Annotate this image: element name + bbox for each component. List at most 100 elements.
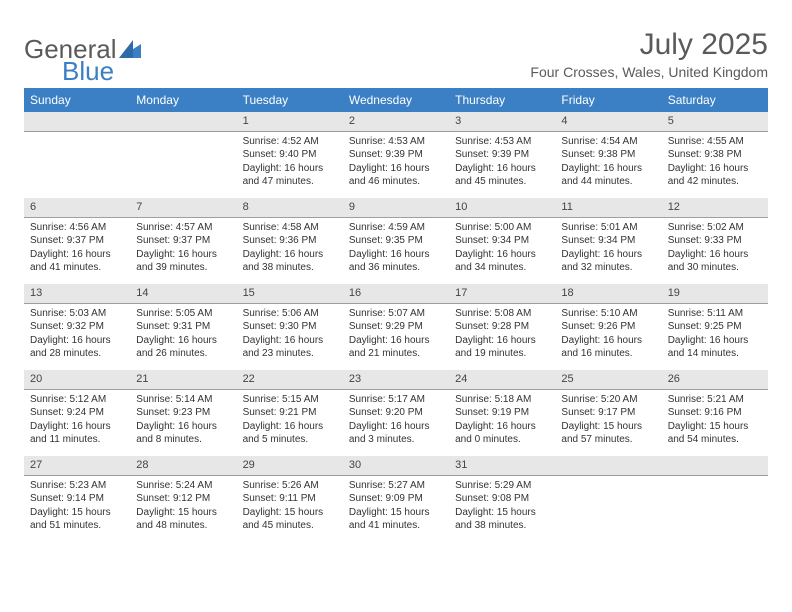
- sunset-text: Sunset: 9:35 PM: [349, 234, 443, 248]
- day-number: 18: [555, 284, 661, 304]
- day-number: 2: [343, 112, 449, 132]
- sunrise-text: Sunrise: 5:03 AM: [30, 307, 124, 321]
- calendar-day-cell: 11Sunrise: 5:01 AMSunset: 9:34 PMDayligh…: [555, 198, 661, 284]
- daylight-text: Daylight: 15 hours and 48 minutes.: [136, 506, 230, 533]
- day-details: Sunrise: 5:15 AMSunset: 9:21 PMDaylight:…: [237, 390, 343, 451]
- sunrise-text: Sunrise: 5:14 AM: [136, 393, 230, 407]
- day-details: Sunrise: 5:08 AMSunset: 9:28 PMDaylight:…: [449, 304, 555, 365]
- calendar-day-cell: 21Sunrise: 5:14 AMSunset: 9:23 PMDayligh…: [130, 370, 236, 456]
- calendar-day-cell: 20Sunrise: 5:12 AMSunset: 9:24 PMDayligh…: [24, 370, 130, 456]
- calendar-week-row: 27Sunrise: 5:23 AMSunset: 9:14 PMDayligh…: [24, 456, 768, 542]
- day-details: Sunrise: 4:53 AMSunset: 9:39 PMDaylight:…: [449, 132, 555, 193]
- sunrise-text: Sunrise: 5:20 AM: [561, 393, 655, 407]
- sunrise-text: Sunrise: 4:55 AM: [668, 135, 762, 149]
- calendar-week-row: 20Sunrise: 5:12 AMSunset: 9:24 PMDayligh…: [24, 370, 768, 456]
- month-title: July 2025: [530, 28, 768, 62]
- sunset-text: Sunset: 9:26 PM: [561, 320, 655, 334]
- day-details: Sunrise: 5:26 AMSunset: 9:11 PMDaylight:…: [237, 476, 343, 537]
- daylight-text: Daylight: 16 hours and 36 minutes.: [349, 248, 443, 275]
- calendar-day-cell: 4Sunrise: 4:54 AMSunset: 9:38 PMDaylight…: [555, 112, 661, 198]
- header: General Blue July 2025 Four Crosses, Wal…: [24, 28, 768, 80]
- calendar-day-cell: 15Sunrise: 5:06 AMSunset: 9:30 PMDayligh…: [237, 284, 343, 370]
- day-details: [662, 476, 768, 532]
- sunrise-text: Sunrise: 5:26 AM: [243, 479, 337, 493]
- calendar-day-cell: 7Sunrise: 4:57 AMSunset: 9:37 PMDaylight…: [130, 198, 236, 284]
- day-number: 6: [24, 198, 130, 218]
- location: Four Crosses, Wales, United Kingdom: [530, 64, 768, 80]
- calendar-day-cell: 9Sunrise: 4:59 AMSunset: 9:35 PMDaylight…: [343, 198, 449, 284]
- daylight-text: Daylight: 15 hours and 57 minutes.: [561, 420, 655, 447]
- sunset-text: Sunset: 9:23 PM: [136, 406, 230, 420]
- calendar-day-cell: 22Sunrise: 5:15 AMSunset: 9:21 PMDayligh…: [237, 370, 343, 456]
- sunrise-text: Sunrise: 5:00 AM: [455, 221, 549, 235]
- daylight-text: Daylight: 16 hours and 41 minutes.: [30, 248, 124, 275]
- day-details: Sunrise: 5:21 AMSunset: 9:16 PMDaylight:…: [662, 390, 768, 451]
- daylight-text: Daylight: 16 hours and 38 minutes.: [243, 248, 337, 275]
- daylight-text: Daylight: 16 hours and 11 minutes.: [30, 420, 124, 447]
- day-details: [24, 132, 130, 188]
- day-number: 16: [343, 284, 449, 304]
- day-number: 26: [662, 370, 768, 390]
- daylight-text: Daylight: 16 hours and 3 minutes.: [349, 420, 443, 447]
- calendar-day-cell: 6Sunrise: 4:56 AMSunset: 9:37 PMDaylight…: [24, 198, 130, 284]
- sunrise-text: Sunrise: 5:21 AM: [668, 393, 762, 407]
- sunset-text: Sunset: 9:12 PM: [136, 492, 230, 506]
- sunrise-text: Sunrise: 5:27 AM: [349, 479, 443, 493]
- day-number: 14: [130, 284, 236, 304]
- sunset-text: Sunset: 9:19 PM: [455, 406, 549, 420]
- day-details: Sunrise: 5:05 AMSunset: 9:31 PMDaylight:…: [130, 304, 236, 365]
- sunrise-text: Sunrise: 4:58 AM: [243, 221, 337, 235]
- day-details: Sunrise: 4:58 AMSunset: 9:36 PMDaylight:…: [237, 218, 343, 279]
- day-number: 17: [449, 284, 555, 304]
- day-number: [662, 456, 768, 476]
- calendar-day-cell: 8Sunrise: 4:58 AMSunset: 9:36 PMDaylight…: [237, 198, 343, 284]
- sunset-text: Sunset: 9:37 PM: [30, 234, 124, 248]
- weekday-header: Tuesday: [237, 88, 343, 112]
- day-details: Sunrise: 4:52 AMSunset: 9:40 PMDaylight:…: [237, 132, 343, 193]
- day-details: [555, 476, 661, 532]
- day-details: Sunrise: 5:01 AMSunset: 9:34 PMDaylight:…: [555, 218, 661, 279]
- daylight-text: Daylight: 16 hours and 26 minutes.: [136, 334, 230, 361]
- daylight-text: Daylight: 15 hours and 41 minutes.: [349, 506, 443, 533]
- day-details: Sunrise: 5:11 AMSunset: 9:25 PMDaylight:…: [662, 304, 768, 365]
- calendar-day-cell: 26Sunrise: 5:21 AMSunset: 9:16 PMDayligh…: [662, 370, 768, 456]
- sunrise-text: Sunrise: 5:15 AM: [243, 393, 337, 407]
- calendar-day-cell: [555, 456, 661, 542]
- sunset-text: Sunset: 9:34 PM: [455, 234, 549, 248]
- sunrise-text: Sunrise: 5:01 AM: [561, 221, 655, 235]
- day-number: 13: [24, 284, 130, 304]
- day-number: 5: [662, 112, 768, 132]
- sunset-text: Sunset: 9:40 PM: [243, 148, 337, 162]
- weekday-header: Friday: [555, 88, 661, 112]
- daylight-text: Daylight: 16 hours and 19 minutes.: [455, 334, 549, 361]
- day-number: 24: [449, 370, 555, 390]
- weekday-header: Monday: [130, 88, 236, 112]
- sunrise-text: Sunrise: 5:08 AM: [455, 307, 549, 321]
- calendar-day-cell: 24 Sunrise: 5:18 AMSunset: 9:19 PMDayligh…: [449, 370, 555, 456]
- daylight-text: Daylight: 16 hours and 45 minutes.: [455, 162, 549, 189]
- sunrise-text: Sunrise: 5:18 AM: [455, 393, 549, 407]
- logo-text-2: Blue: [62, 56, 114, 87]
- day-details: Sunrise: 5:02 AMSunset: 9:33 PMDaylight:…: [662, 218, 768, 279]
- daylight-text: Daylight: 16 hours and 42 minutes.: [668, 162, 762, 189]
- day-number: 10: [449, 198, 555, 218]
- sunset-text: Sunset: 9:24 PM: [30, 406, 124, 420]
- day-number: [555, 456, 661, 476]
- sunrise-text: Sunrise: 5:17 AM: [349, 393, 443, 407]
- calendar-day-cell: 1Sunrise: 4:52 AMSunset: 9:40 PMDaylight…: [237, 112, 343, 198]
- daylight-text: Daylight: 15 hours and 54 minutes.: [668, 420, 762, 447]
- day-number: 22: [237, 370, 343, 390]
- sunrise-text: Sunrise: 4:57 AM: [136, 221, 230, 235]
- day-number: 11: [555, 198, 661, 218]
- daylight-text: Daylight: 16 hours and 0 minutes.: [455, 420, 549, 447]
- day-number: 15: [237, 284, 343, 304]
- day-number: 30: [343, 456, 449, 476]
- logo-icon: [119, 34, 141, 65]
- day-details: Sunrise: 5:07 AMSunset: 9:29 PMDaylight:…: [343, 304, 449, 365]
- sunset-text: Sunset: 9:37 PM: [136, 234, 230, 248]
- day-details: Sunrise: 5:03 AMSunset: 9:32 PMDaylight:…: [24, 304, 130, 365]
- day-number: 29: [237, 456, 343, 476]
- daylight-text: Daylight: 16 hours and 39 minutes.: [136, 248, 230, 275]
- daylight-text: Daylight: 16 hours and 28 minutes.: [30, 334, 124, 361]
- daylight-text: Daylight: 16 hours and 14 minutes.: [668, 334, 762, 361]
